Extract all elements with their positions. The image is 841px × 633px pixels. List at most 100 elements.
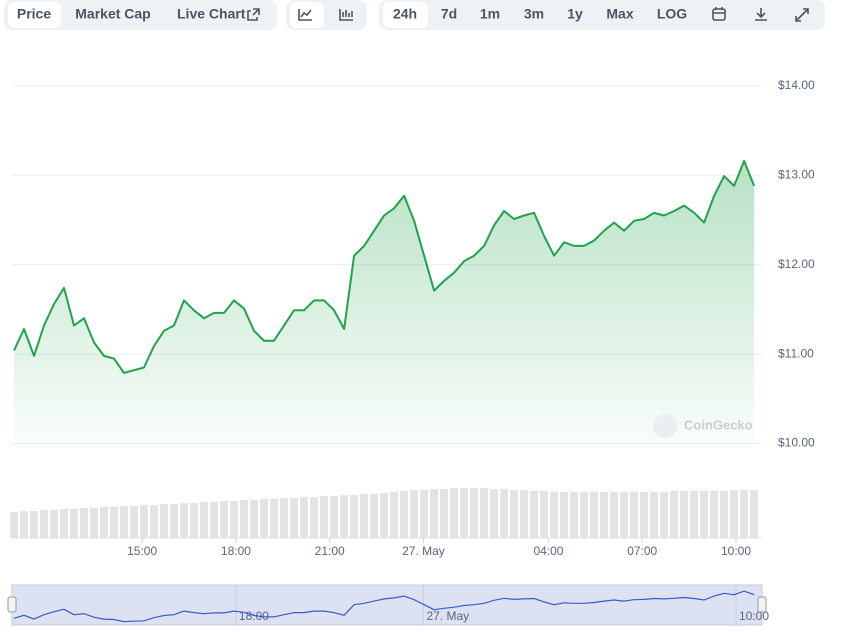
- volume-bar: [40, 510, 49, 538]
- volume-bar: [680, 491, 689, 538]
- volume-bar: [690, 491, 699, 538]
- navigator-handle[interactable]: [757, 596, 767, 613]
- range-button[interactable]: Max: [606, 6, 633, 22]
- x-tick-label: 21:00: [315, 544, 345, 558]
- volume-bar: [610, 492, 619, 538]
- volume-bar: [280, 498, 289, 538]
- volume-bar: [650, 492, 659, 538]
- volume-bar: [710, 491, 719, 538]
- volume-bar: [750, 490, 759, 538]
- volume-bar: [320, 496, 329, 538]
- volume-bar: [620, 492, 629, 538]
- x-tick-label: 04:00: [533, 544, 563, 558]
- range-button[interactable]: LOG: [657, 6, 687, 22]
- active-range: [383, 2, 428, 28]
- x-tick-label: 10:00: [721, 544, 751, 558]
- range-button[interactable]: 1m: [480, 6, 500, 22]
- volume-bar: [340, 495, 349, 538]
- volume-bar: [730, 490, 739, 538]
- navigator-line: [13, 590, 755, 623]
- volume-bar: [90, 508, 99, 538]
- volume-bar: [50, 510, 59, 538]
- volume-bar: [60, 509, 69, 538]
- expand-icon[interactable]: [795, 8, 809, 22]
- navigator-tick-label: 10:00: [739, 609, 769, 623]
- volume-bar: [10, 512, 18, 538]
- volume-bar: [570, 492, 579, 538]
- volume-bar: [560, 492, 569, 538]
- navigator-window: [11, 584, 763, 626]
- volume-bar: [250, 500, 259, 538]
- toolbar: [4, 0, 825, 30]
- volume-bar: [300, 497, 309, 538]
- tab-button[interactable]: Price: [17, 6, 51, 22]
- volume-bar: [590, 492, 599, 538]
- x-tick-label: 18:00: [221, 544, 251, 558]
- volume-bar: [370, 494, 379, 538]
- calendar-icon[interactable]: [712, 8, 726, 21]
- price-area: [14, 160, 755, 448]
- volume-bar: [720, 491, 729, 538]
- volume-bar: [290, 498, 299, 538]
- y-tick-label: $10.00: [778, 436, 815, 450]
- range-button[interactable]: 1y: [567, 6, 583, 22]
- range-group: [379, 0, 825, 30]
- volume-bar: [110, 507, 119, 538]
- tab-button[interactable]: Live Chart: [177, 6, 246, 22]
- x-tick-label: 07:00: [627, 544, 657, 558]
- volume-bar: [540, 491, 549, 538]
- volume-bar: [160, 504, 169, 538]
- navigator-tick-label: 27. May: [426, 609, 469, 623]
- range-button[interactable]: 3m: [524, 6, 544, 22]
- volume-bar: [420, 490, 429, 538]
- volume-bar: [380, 493, 389, 538]
- volume-bar: [580, 492, 589, 538]
- tab-button[interactable]: Market Cap: [75, 6, 150, 22]
- range-button[interactable]: 7d: [441, 6, 457, 22]
- volume-bar: [500, 489, 509, 538]
- volume-bar: [200, 502, 209, 538]
- volume-bar: [660, 492, 669, 538]
- volume-bar: [350, 495, 359, 538]
- range-button[interactable]: 24h: [393, 6, 417, 22]
- active-tab: [8, 2, 61, 28]
- volume-bar: [430, 489, 439, 538]
- volume-bar: [310, 497, 319, 538]
- download-icon[interactable]: [755, 8, 767, 21]
- volume-bar: [480, 488, 489, 538]
- watermark-logo: [653, 414, 677, 438]
- volume-bar: [220, 501, 229, 538]
- volume-bar: [100, 507, 109, 538]
- volume-bar: [330, 496, 339, 538]
- volume-bar: [270, 499, 279, 538]
- volume-bar: [190, 503, 199, 538]
- candle-icon[interactable]: [339, 9, 353, 21]
- volume-bar: [140, 505, 149, 538]
- volume-bar: [520, 490, 529, 538]
- volume-bar: [600, 492, 609, 538]
- line-icon[interactable]: [298, 9, 312, 21]
- tab-group: [4, 0, 277, 30]
- x-tick-label: 15:00: [127, 544, 157, 558]
- volume-bar: [210, 502, 219, 538]
- volume-bar: [400, 491, 409, 538]
- x-tick-label: 27. May: [402, 544, 445, 558]
- volume-bar: [30, 511, 39, 538]
- volume-bar: [20, 511, 29, 538]
- volume-bar: [150, 505, 159, 538]
- navigator-handle[interactable]: [7, 596, 17, 613]
- watermark: CoinGecko: [653, 414, 753, 438]
- watermark-text: CoinGecko: [684, 417, 753, 432]
- volume-bar: [460, 488, 469, 538]
- volume-bar: [260, 499, 269, 538]
- volume-bar: [240, 500, 249, 538]
- volume-bar: [550, 492, 559, 538]
- volume-bar: [170, 504, 179, 538]
- plot: $10.00 $11.00 $12.00 $13.00 $14.00 15:00 18:00…: [10, 78, 815, 558]
- volume-bar: [630, 492, 639, 538]
- volume-bar: [530, 491, 539, 538]
- volume-bar: [450, 488, 459, 538]
- volume-bar: [180, 503, 189, 538]
